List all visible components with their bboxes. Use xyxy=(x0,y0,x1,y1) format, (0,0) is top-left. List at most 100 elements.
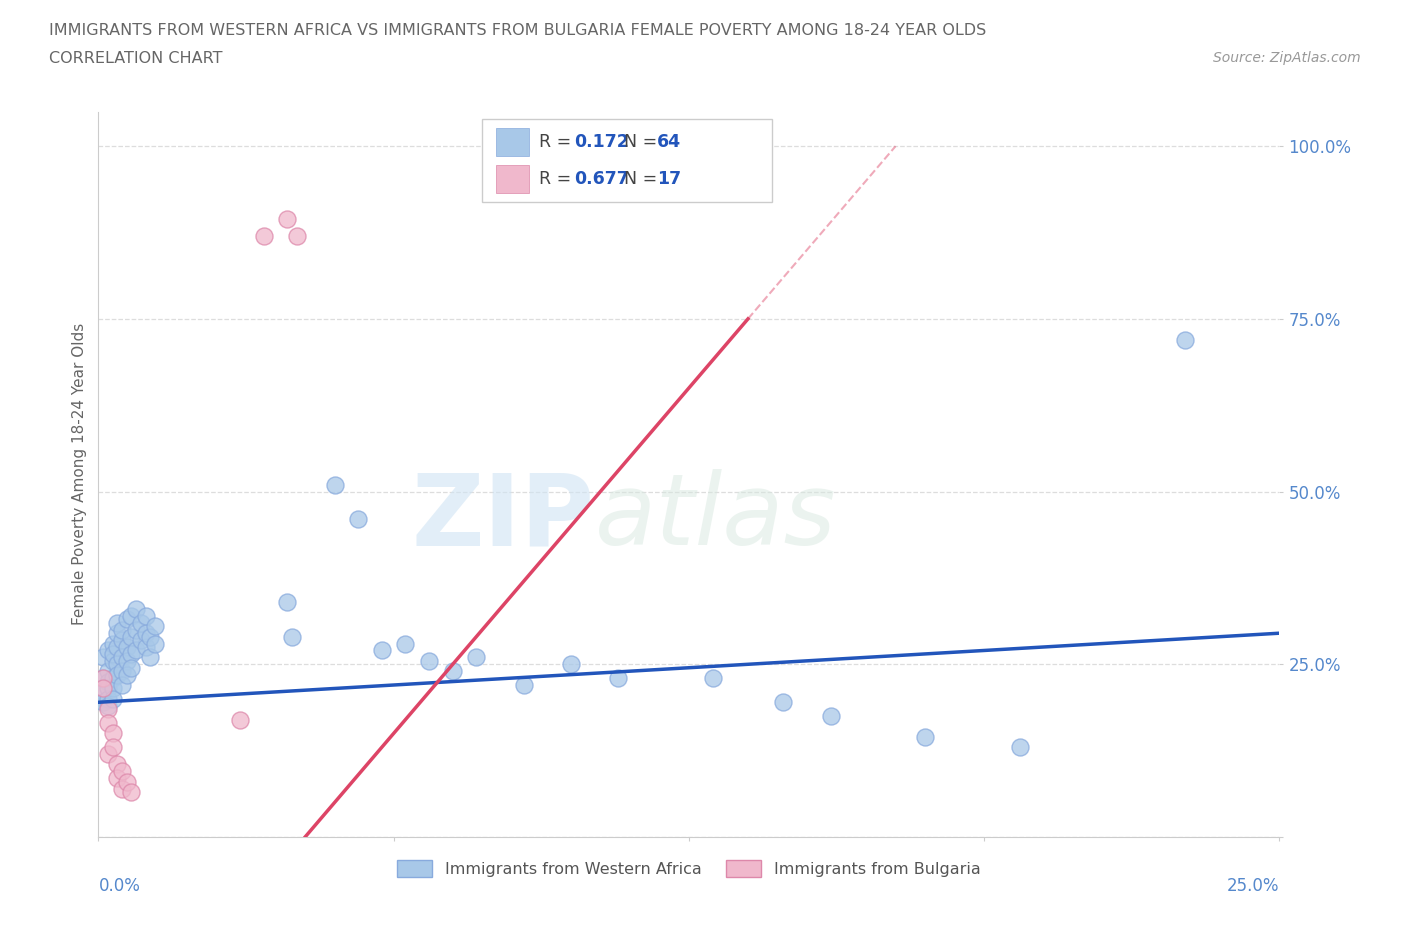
Point xyxy=(111,664,134,679)
Point xyxy=(135,608,157,623)
Point xyxy=(121,608,143,623)
Point xyxy=(111,650,134,665)
Point xyxy=(820,709,842,724)
Point xyxy=(121,630,143,644)
Point xyxy=(105,667,128,682)
Text: atlas: atlas xyxy=(595,470,837,566)
Point xyxy=(101,739,124,754)
Point xyxy=(125,622,148,637)
Point xyxy=(97,702,120,717)
Point xyxy=(115,654,138,669)
Point xyxy=(139,650,162,665)
Text: N =: N = xyxy=(613,170,664,188)
Point xyxy=(135,640,157,655)
Point xyxy=(253,229,276,244)
Point xyxy=(285,229,308,244)
Point xyxy=(125,643,148,658)
Point xyxy=(105,757,128,772)
Y-axis label: Female Poverty Among 18-24 Year Olds: Female Poverty Among 18-24 Year Olds xyxy=(72,324,87,626)
Point xyxy=(105,616,128,631)
Point xyxy=(121,660,143,675)
Point xyxy=(441,664,464,679)
Point xyxy=(101,671,124,685)
Text: Source: ZipAtlas.com: Source: ZipAtlas.com xyxy=(1213,51,1361,65)
Text: 17: 17 xyxy=(657,170,681,188)
Point xyxy=(105,626,128,641)
Point xyxy=(914,729,936,744)
Point xyxy=(135,626,157,641)
Point xyxy=(91,650,114,665)
Point xyxy=(560,657,582,671)
Text: 64: 64 xyxy=(657,133,681,152)
Point xyxy=(101,636,124,651)
Text: 25.0%: 25.0% xyxy=(1227,877,1279,895)
Point xyxy=(229,712,252,727)
Point xyxy=(97,674,120,689)
Text: CORRELATION CHART: CORRELATION CHART xyxy=(49,51,222,66)
Point xyxy=(101,726,124,741)
Point xyxy=(276,594,298,609)
Point xyxy=(276,211,298,226)
Point xyxy=(143,618,166,633)
Point xyxy=(323,477,346,492)
Text: N =: N = xyxy=(613,133,664,152)
Bar xyxy=(496,128,530,156)
Point xyxy=(97,691,120,706)
Text: 0.677: 0.677 xyxy=(575,170,628,188)
Text: 0.172: 0.172 xyxy=(575,133,630,152)
Point xyxy=(101,654,124,669)
Point xyxy=(97,698,120,713)
Point xyxy=(347,512,370,526)
Point xyxy=(101,646,124,661)
Point xyxy=(105,657,128,671)
Point xyxy=(97,715,120,730)
Point xyxy=(97,747,120,762)
Text: R =: R = xyxy=(538,170,576,188)
Point xyxy=(125,602,148,617)
Point xyxy=(129,632,152,647)
Point xyxy=(105,771,128,786)
Bar xyxy=(482,119,772,203)
Point xyxy=(101,691,124,706)
Point xyxy=(121,646,143,661)
Text: IMMIGRANTS FROM WESTERN AFRICA VS IMMIGRANTS FROM BULGARIA FEMALE POVERTY AMONG : IMMIGRANTS FROM WESTERN AFRICA VS IMMIGR… xyxy=(49,23,987,38)
Point xyxy=(512,678,534,693)
Bar xyxy=(496,166,530,193)
Point xyxy=(143,636,166,651)
Point xyxy=(139,630,162,644)
Point xyxy=(607,671,630,685)
Point xyxy=(115,640,138,655)
Point xyxy=(111,781,134,796)
Point xyxy=(115,667,138,682)
Legend: Immigrants from Western Africa, Immigrants from Bulgaria: Immigrants from Western Africa, Immigran… xyxy=(391,853,987,884)
Point xyxy=(97,664,120,679)
Point xyxy=(121,785,143,800)
Point xyxy=(91,684,114,699)
Point xyxy=(105,640,128,655)
Point xyxy=(465,650,488,665)
Point xyxy=(394,636,416,651)
Text: 0.0%: 0.0% xyxy=(98,877,141,895)
Point xyxy=(91,695,114,710)
Point xyxy=(97,681,120,696)
Point xyxy=(111,764,134,778)
Point xyxy=(418,654,440,669)
Point xyxy=(115,612,138,627)
Point xyxy=(111,632,134,647)
Point xyxy=(281,630,304,644)
Point xyxy=(91,681,114,696)
Point xyxy=(111,678,134,693)
Point xyxy=(371,643,394,658)
Point xyxy=(702,671,724,685)
Point xyxy=(97,643,120,658)
Point xyxy=(129,616,152,631)
Point xyxy=(111,622,134,637)
Text: ZIP: ZIP xyxy=(412,470,595,566)
Point xyxy=(1008,739,1031,754)
Text: R =: R = xyxy=(538,133,576,152)
Point xyxy=(91,671,114,685)
Point xyxy=(772,695,794,710)
Point xyxy=(101,681,124,696)
Point xyxy=(1174,332,1197,347)
Point xyxy=(91,671,114,685)
